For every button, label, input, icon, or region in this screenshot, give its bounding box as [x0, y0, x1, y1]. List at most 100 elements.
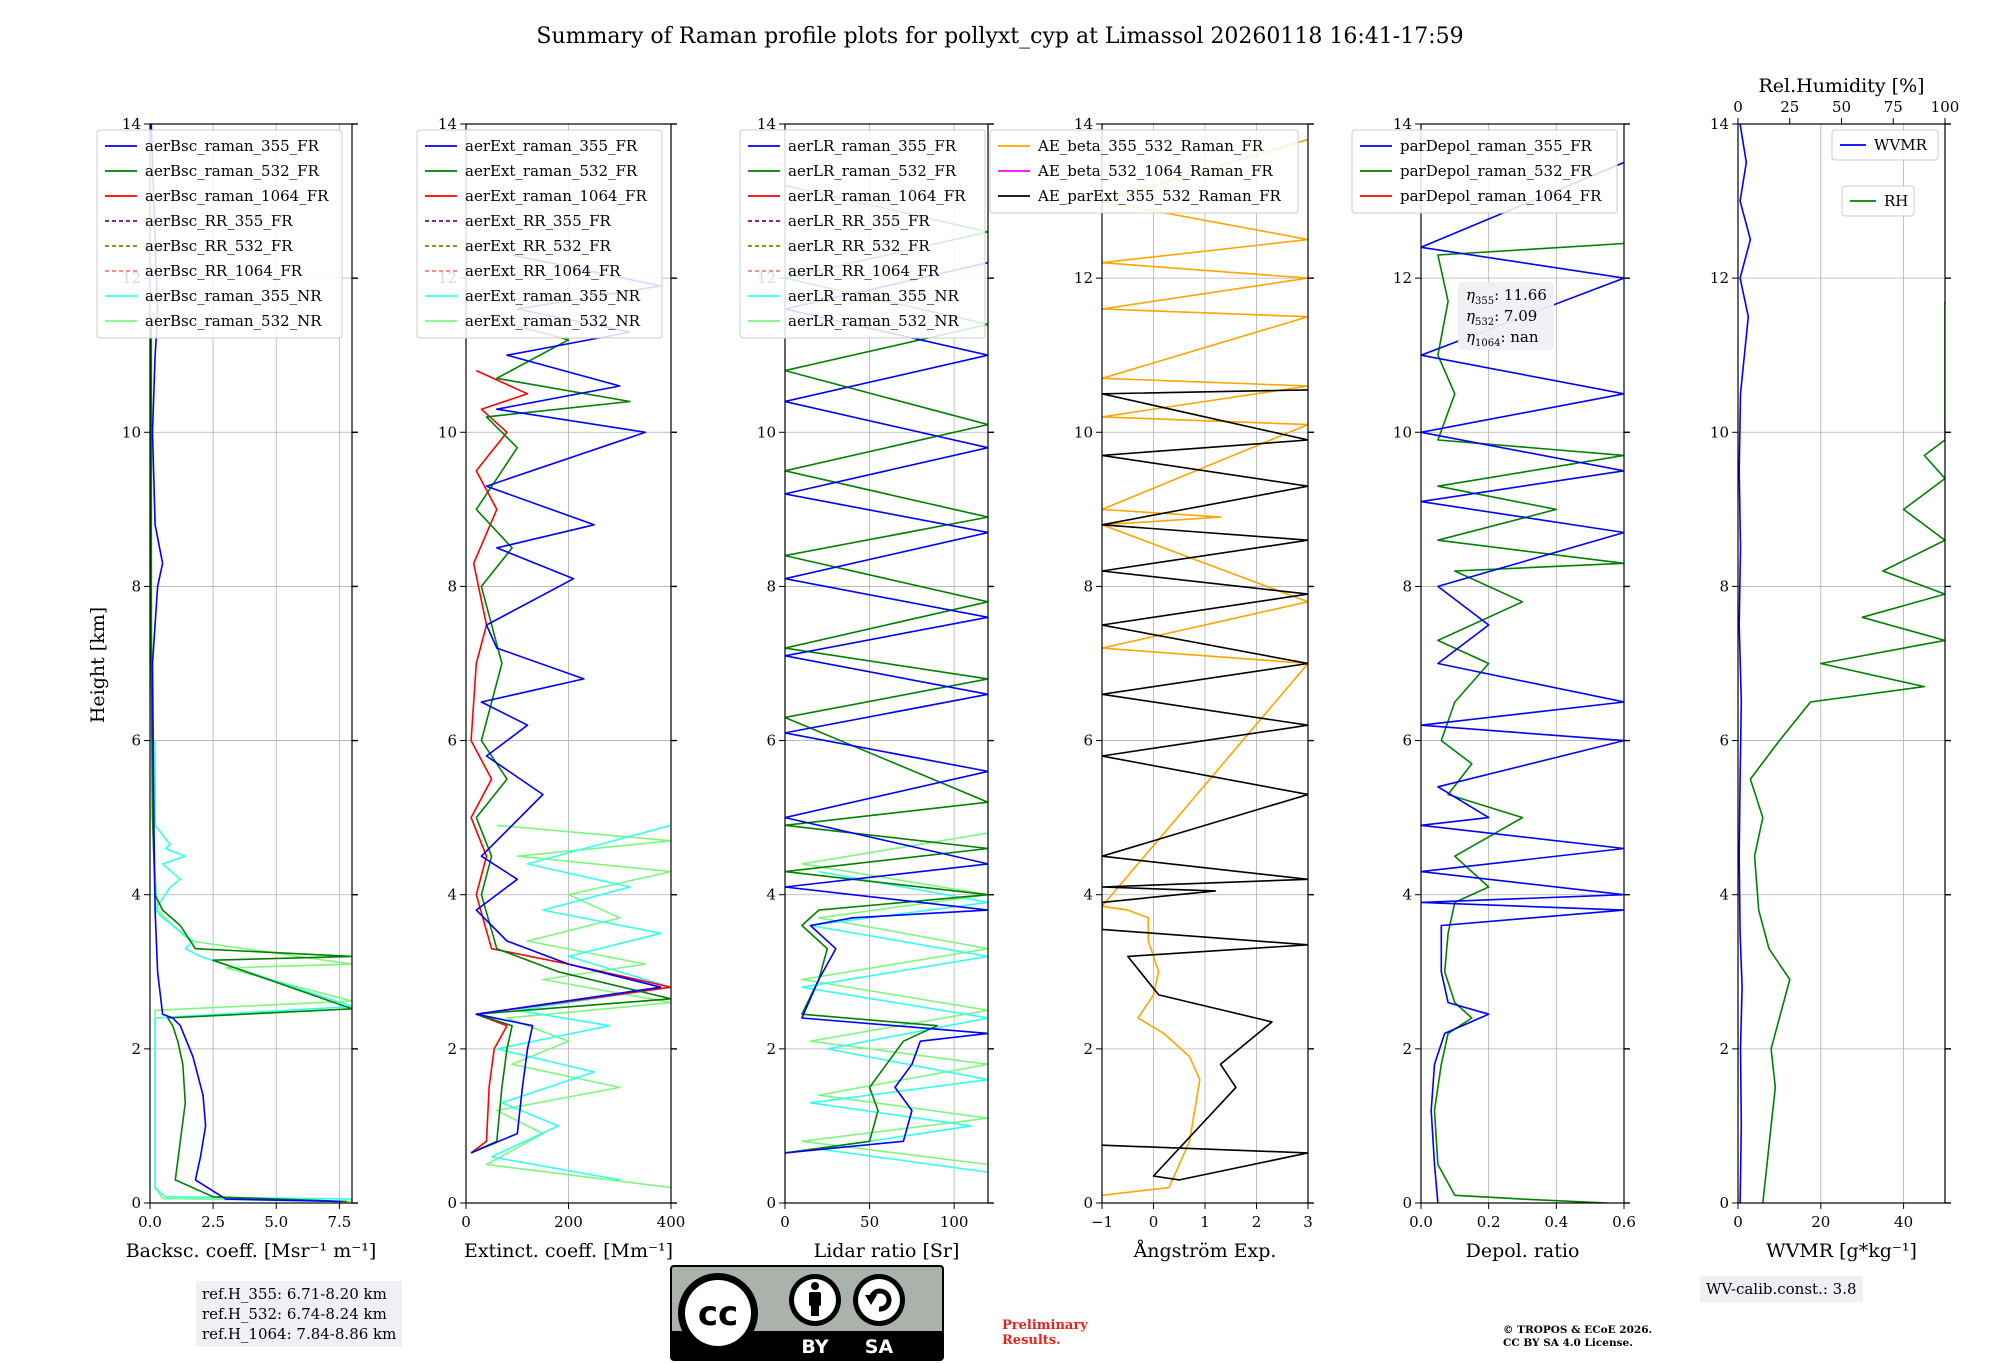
plot-area [785, 184, 988, 1173]
series-line-aerExt_raman_355_FR [470, 254, 662, 1154]
legend-box [1841, 185, 1915, 217]
y-tick-label: 10 [1710, 423, 1729, 441]
y-tick-label: 14 [438, 115, 457, 133]
x2-tick-label: 25 [1780, 98, 1799, 116]
x2-axis-label: Rel.Humidity [%] [1758, 75, 1924, 97]
y-tick-label: 8 [766, 577, 776, 595]
x-tick-label: 1 [1200, 1213, 1210, 1231]
legend: aerExt_raman_355_FR aerExt_raman_532_FRae… [416, 129, 663, 339]
legend-box [989, 129, 1299, 214]
x2-tick-label: 100 [1931, 98, 1960, 116]
axes-frame [149, 123, 353, 1204]
legend-label: aerBsc_raman_532_FR [145, 162, 320, 180]
ref-height-355: ref.H_355: 6.71-8.20 km [202, 1285, 387, 1303]
legend-label: aerExt_raman_532_NR [465, 312, 641, 330]
x2-tick-label: 75 [1884, 98, 1903, 116]
legend: aerLR_raman_355_FR aerLR_raman_532_FR aerL… [739, 129, 986, 339]
y-tick-label: 2 [447, 1040, 457, 1058]
legend-label: aerExt_RR_1064_FR [465, 262, 621, 280]
series-line-aerBsc_raman_532_FR [150, 316, 352, 1203]
legend-label: aerBsc_raman_355_FR [145, 137, 320, 155]
axes-frame [784, 123, 989, 1204]
y-tick-label: 0 [1719, 1194, 1729, 1212]
cc-mark: cc [698, 1294, 738, 1334]
legend-label: aerLR_raman_355_FR [788, 137, 957, 155]
legend-box [1351, 129, 1618, 214]
y-axis-label: Height [km] [87, 607, 109, 723]
series-line-aerBsc_raman_355_NR [154, 740, 352, 1200]
y-tick-label: 4 [447, 886, 457, 904]
panel-backscatter: 0.02.55.07.502468101214Backsc. coeff. [M… [96, 115, 376, 1262]
legend-label: parDepol_raman_355_FR [1400, 137, 1593, 155]
series-line-aerExt_raman_532_FR [470, 315, 671, 1154]
y-tick-label: 10 [122, 423, 141, 441]
legend-box [1831, 129, 1939, 161]
legend-label: aerBsc_raman_1064_FR [145, 187, 329, 205]
legend-label: aerBsc_RR_355_FR [145, 212, 293, 230]
legend: parDepol_raman_355_FR parDepol_raman_532_… [1351, 129, 1618, 214]
y-tick-label: 8 [1719, 577, 1729, 595]
legend-box [96, 129, 343, 339]
legend-label: RH [1884, 192, 1908, 210]
x-tick-label: 5.0 [264, 1213, 288, 1231]
x-tick-label: 50 [860, 1213, 879, 1231]
y-tick-label: 8 [131, 577, 141, 595]
x-axis-label: Depol. ratio [1466, 1240, 1580, 1262]
legend-label: aerExt_raman_355_FR [465, 137, 638, 155]
series-line-parDepol_raman_355_FR [1421, 161, 1624, 1203]
legend-label: aerBsc_raman_355_NR [145, 287, 322, 305]
series-line-RH [1749, 301, 1945, 1203]
by-label: BY [801, 1336, 828, 1358]
legend-label: AE_beta_355_532_Raman_FR [1037, 137, 1264, 155]
series-line-WVMR [1738, 124, 1752, 1203]
y-tick-label: 2 [131, 1040, 141, 1058]
eta-box [1458, 282, 1554, 350]
y-tick-label: 2 [1402, 1040, 1412, 1058]
y-tick-label: 4 [1402, 886, 1412, 904]
legend-label: aerLR_raman_532_FR [788, 162, 957, 180]
x-tick-label: −1 [1091, 1213, 1113, 1231]
legend: WVMR [1831, 129, 1939, 161]
y-tick-label: 10 [757, 423, 776, 441]
y-tick-label: 10 [1393, 423, 1412, 441]
y-tick-label: 10 [438, 423, 457, 441]
panel-water_vapor: 0 20 40 0 2 4 6 8 10 12 14 WVMR [g*kg⁻¹] 0 25 50 75 100 R… [1710, 75, 1959, 1262]
legend-label: aerLR_RR_355_FR [788, 212, 930, 230]
x-tick-label: 100 [940, 1213, 969, 1231]
legend-label: aerLR_RR_1064_FR [788, 262, 940, 280]
legend-label: aerLR_raman_1064_FR [788, 187, 966, 205]
plot-area [1421, 161, 1624, 1203]
legend-label: aerExt_raman_532_FR [465, 162, 638, 180]
x-axis-label: WVMR [g*kg⁻¹] [1766, 1240, 1917, 1262]
y-tick-label: 2 [766, 1040, 776, 1058]
axes-frame [1420, 123, 1625, 1204]
y-tick-label: 6 [1719, 732, 1729, 750]
legend-label: aerExt_raman_1064_FR [465, 187, 647, 205]
x-tick-label: 20 [1811, 1213, 1830, 1231]
legend-label: aerLR_RR_532_FR [788, 237, 930, 255]
axes-frame [1737, 123, 1946, 1204]
x-tick-label: 2.5 [201, 1213, 225, 1231]
y-tick-label: 6 [1083, 732, 1093, 750]
y-tick-label: 8 [447, 577, 457, 595]
legend-label: parDepol_raman_532_FR [1400, 162, 1593, 180]
x-axis-label: Ångström Exp. [1133, 1240, 1277, 1262]
series-line-aerBsc_raman_532_NR [150, 316, 352, 1203]
x-tick-label: 3 [1303, 1213, 1313, 1231]
y-tick-label: 6 [1402, 732, 1412, 750]
y-tick-label: 8 [1083, 577, 1093, 595]
legend-label: aerExt_RR_355_FR [465, 212, 612, 230]
y-tick-label: 2 [1083, 1040, 1093, 1058]
y-tick-label: 6 [447, 732, 457, 750]
legend-label: aerLR_raman_532_NR [788, 312, 959, 330]
wv-calibration-constant: WV-calib.const.: 3.8 [1706, 1280, 1857, 1298]
copyright-note: © TROPOS & ECoE 2026. CC BY SA 4.0 Licen… [1503, 1324, 1652, 1350]
copyright-line-2: CC BY SA 4.0 License. [1503, 1337, 1633, 1349]
x-tick-label: 0.2 [1477, 1213, 1501, 1231]
legend-box [416, 129, 663, 339]
legend-label: aerLR_raman_355_NR [788, 287, 959, 305]
legend-label: AE_beta_532_1064_Raman_FR [1037, 162, 1273, 180]
legend-label: aerExt_raman_355_NR [465, 287, 641, 305]
